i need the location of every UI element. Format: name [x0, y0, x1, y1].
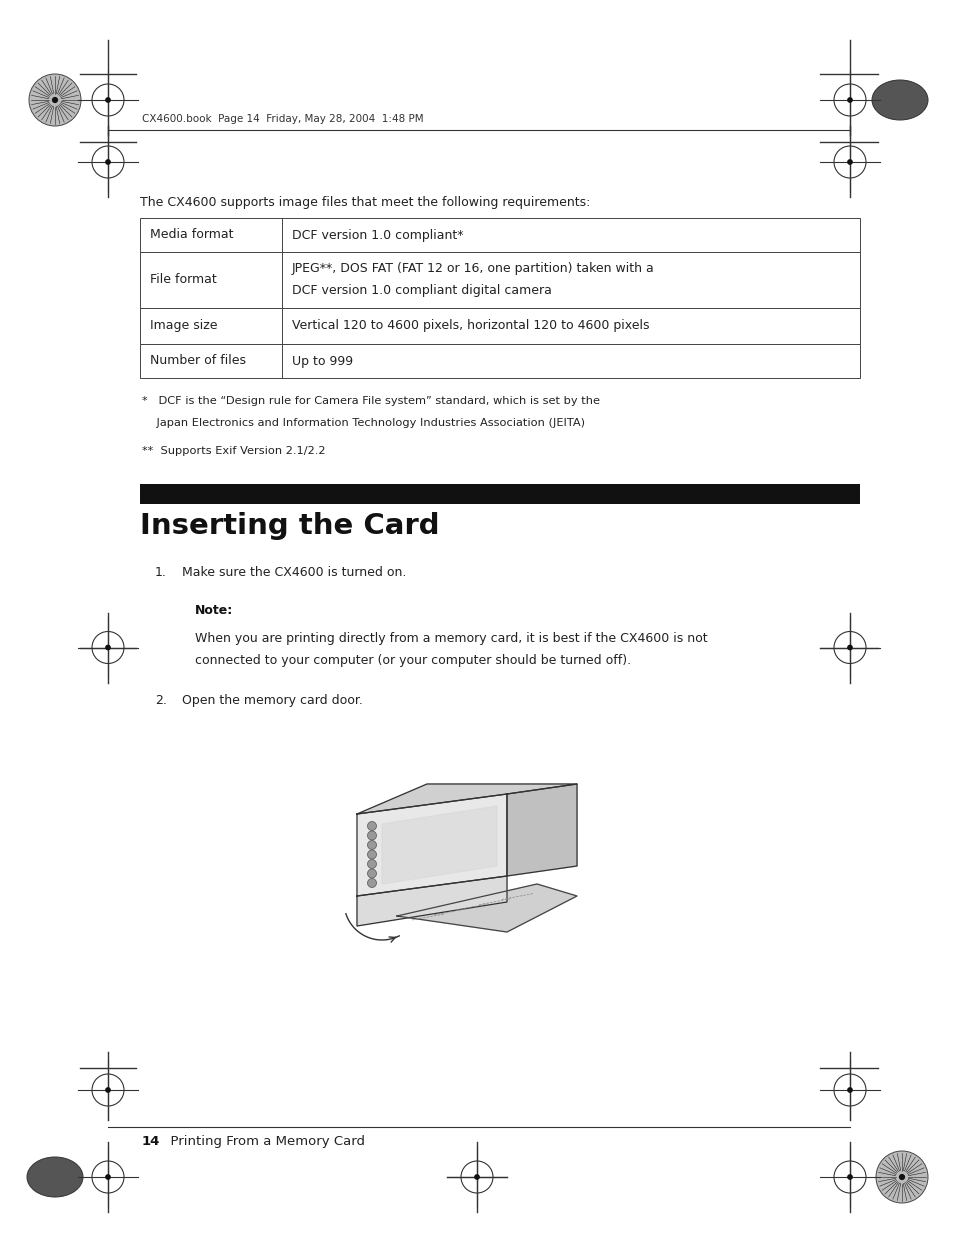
Text: Media format: Media format: [150, 228, 233, 242]
Text: 2.: 2.: [154, 694, 167, 706]
Text: DCF version 1.0 compliant*: DCF version 1.0 compliant*: [292, 228, 463, 242]
Bar: [140, 345, 859, 378]
Text: CX4600.book  Page 14  Friday, May 28, 2004  1:48 PM: CX4600.book Page 14 Friday, May 28, 2004…: [142, 114, 423, 124]
Polygon shape: [356, 784, 577, 814]
Text: **  Supports Exif Version 2.1/2.2: ** Supports Exif Version 2.1/2.2: [142, 446, 325, 456]
Circle shape: [367, 860, 376, 868]
Circle shape: [898, 1174, 904, 1181]
Circle shape: [367, 821, 376, 830]
Text: connected to your computer (or your computer should be turned off).: connected to your computer (or your comp…: [194, 655, 631, 667]
Bar: [140, 308, 859, 345]
Circle shape: [367, 841, 376, 850]
Text: JPEG**, DOS FAT (FAT 12 or 16, one partition) taken with a: JPEG**, DOS FAT (FAT 12 or 16, one parti…: [292, 262, 654, 275]
Polygon shape: [381, 806, 497, 884]
Text: Note:: Note:: [194, 604, 233, 618]
Polygon shape: [356, 794, 506, 897]
Bar: [140, 484, 859, 504]
Circle shape: [846, 1174, 852, 1179]
Text: The CX4600 supports image files that meet the following requirements:: The CX4600 supports image files that mee…: [140, 196, 590, 209]
Circle shape: [367, 831, 376, 840]
Circle shape: [474, 1174, 479, 1179]
Text: DCF version 1.0 compliant digital camera: DCF version 1.0 compliant digital camera: [292, 284, 551, 296]
Text: 1.: 1.: [154, 566, 167, 579]
Circle shape: [29, 74, 81, 126]
Text: Up to 999: Up to 999: [292, 354, 353, 368]
Bar: [140, 252, 859, 308]
Circle shape: [105, 645, 111, 651]
Circle shape: [875, 1151, 927, 1203]
Text: Vertical 120 to 4600 pixels, horizontal 120 to 4600 pixels: Vertical 120 to 4600 pixels, horizontal …: [292, 320, 649, 332]
Circle shape: [105, 159, 111, 165]
Polygon shape: [356, 876, 506, 926]
Text: File format: File format: [150, 273, 216, 287]
Circle shape: [105, 1174, 111, 1179]
Circle shape: [846, 645, 852, 651]
Text: Inserting the Card: Inserting the Card: [140, 513, 439, 540]
Bar: [140, 219, 859, 252]
Circle shape: [105, 1087, 111, 1093]
Circle shape: [367, 878, 376, 888]
Circle shape: [846, 159, 852, 165]
Text: Image size: Image size: [150, 320, 217, 332]
Ellipse shape: [27, 1157, 83, 1197]
Text: Number of files: Number of files: [150, 354, 246, 368]
Text: When you are printing directly from a memory card, it is best if the CX4600 is n: When you are printing directly from a me…: [194, 632, 707, 645]
Circle shape: [846, 1087, 852, 1093]
Text: Printing From a Memory Card: Printing From a Memory Card: [162, 1135, 365, 1149]
Text: 14: 14: [142, 1135, 160, 1149]
Text: *   DCF is the “Design rule for Camera File system” standard, which is set by th: * DCF is the “Design rule for Camera Fil…: [142, 396, 599, 406]
Circle shape: [367, 850, 376, 860]
Circle shape: [51, 96, 58, 103]
Circle shape: [846, 98, 852, 103]
Polygon shape: [506, 784, 577, 876]
Text: Open the memory card door.: Open the memory card door.: [182, 694, 362, 706]
Circle shape: [367, 869, 376, 878]
Circle shape: [105, 98, 111, 103]
Ellipse shape: [871, 80, 927, 120]
Text: Make sure the CX4600 is turned on.: Make sure the CX4600 is turned on.: [182, 566, 406, 579]
Polygon shape: [396, 884, 577, 932]
Text: Japan Electronics and Information Technology Industries Association (JEITA): Japan Electronics and Information Techno…: [142, 417, 584, 429]
